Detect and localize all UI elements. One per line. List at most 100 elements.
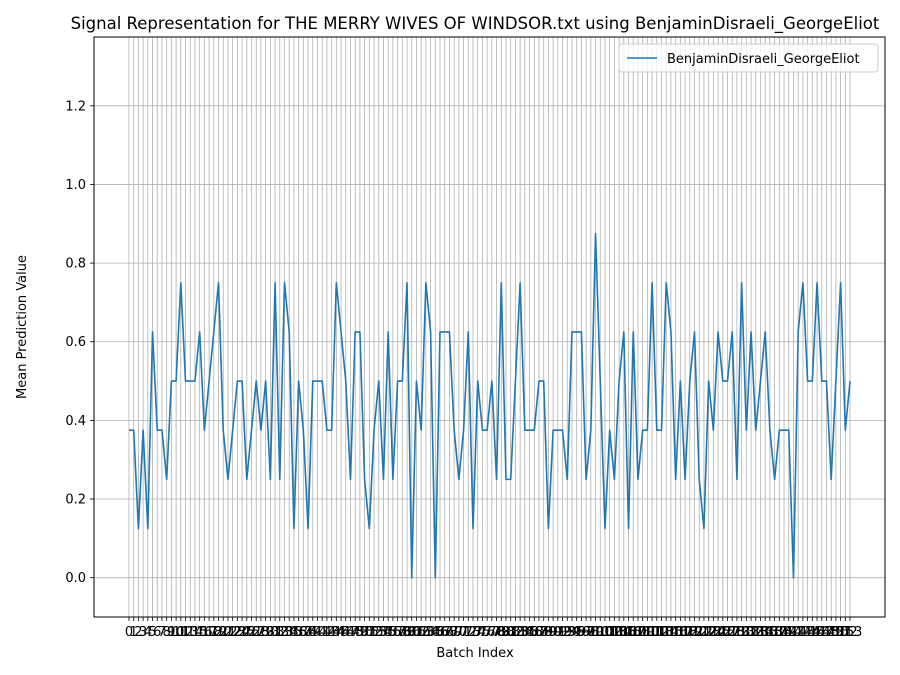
x-tick-label: 51: [361, 625, 378, 640]
legend: BenjaminDisraeli_GeorgeEliot: [618, 43, 879, 73]
y-axis-ticks: 0.0 0.2 0.4 0.6 0.8 1.0 1.2: [65, 99, 94, 586]
x-tick-label: 17: [201, 625, 218, 640]
x-tick-label: 41: [314, 625, 331, 640]
x-tick-label: 27: [248, 625, 265, 640]
x-tick-label: 121: [687, 625, 712, 640]
x-tick-label: 1: [130, 625, 138, 640]
x-tick-label: 50: [356, 625, 373, 640]
plot-frame: [93, 36, 886, 618]
x-tick-label: 68: [441, 625, 458, 640]
x-tick-label: 67: [436, 625, 453, 640]
x-tick-label: 20: [215, 625, 232, 640]
x-tick-label: 125: [706, 625, 731, 640]
x-tick-label: 117: [668, 625, 693, 640]
x-axis-label: Batch Index: [436, 646, 514, 661]
x-tick-label: 124: [701, 625, 726, 640]
legend-box: [618, 43, 879, 73]
y-axis-label: Mean Prediction Value: [15, 255, 30, 399]
x-tick-label: 56: [385, 625, 402, 640]
x-tick-label: 5: [148, 625, 156, 640]
x-tick-label: 10: [168, 625, 185, 640]
x-tick-label: 4: [144, 625, 152, 640]
x-tick-label: 110: [635, 625, 660, 640]
x-tick-label: 129: [725, 625, 750, 640]
x-tick-label: 23: [229, 625, 246, 640]
x-tick-label: 24: [234, 625, 251, 640]
x-tick-label: 113: [649, 625, 674, 640]
x-tick-label: 93: [559, 625, 576, 640]
x-tick-label: 13: [182, 625, 199, 640]
y-tick-label: 0.0: [65, 571, 86, 586]
x-tick-label: 49: [352, 625, 369, 640]
x-tick-label: 97: [578, 625, 595, 640]
x-tick-label: 74: [469, 625, 486, 640]
x-tick-label: 64: [422, 625, 439, 640]
x-tick-label: 149: [819, 625, 844, 640]
x-tick-label: 19: [210, 625, 227, 640]
x-tick-label: 81: [502, 625, 519, 640]
x-tick-label: 88: [535, 625, 552, 640]
x-tick-label: 106: [616, 625, 641, 640]
x-tick-label: 55: [380, 625, 397, 640]
x-tick-label: 65: [427, 625, 444, 640]
x-tick-label: 11: [173, 625, 190, 640]
x-tick-label: 83: [512, 625, 529, 640]
x-tick-label: 133: [743, 625, 768, 640]
x-tick-label: 52: [366, 625, 383, 640]
x-tick-label: 90: [545, 625, 562, 640]
x-tick-label: 104: [607, 625, 632, 640]
x-tick-label: 6: [153, 625, 161, 640]
x-tick-label: 48: [347, 625, 364, 640]
x-tick-label: 114: [654, 625, 679, 640]
x-tick-label: 36: [290, 625, 307, 640]
x-tick-label: 108: [626, 625, 651, 640]
x-tick-label: 87: [531, 625, 548, 640]
x-tick-label: 53: [370, 625, 387, 640]
x-tick-label: 12: [177, 625, 194, 640]
x-tick-label: 29: [257, 625, 274, 640]
x-tick-label: 141: [781, 625, 806, 640]
x-tick-label: 69: [446, 625, 463, 640]
x-tick-label: 96: [573, 625, 590, 640]
x-tick-label: 144: [795, 625, 820, 640]
x-tick-label: 43: [323, 625, 340, 640]
x-tick-label: 82: [507, 625, 524, 640]
x-tick-label: 92: [554, 625, 571, 640]
x-tick-label: 143: [790, 625, 815, 640]
x-tick-label: 38: [300, 625, 317, 640]
chart-title: Signal Representation for THE MERRY WIVE…: [71, 14, 880, 34]
x-tick-label: 112: [644, 625, 669, 640]
x-tick-label: 111: [640, 625, 665, 640]
x-tick-label: 7: [158, 625, 166, 640]
legend-label: BenjaminDisraeli_GeorgeEliot: [667, 52, 860, 67]
x-tick-label: 30: [262, 625, 279, 640]
x-tick-label: 103: [602, 625, 627, 640]
x-tick-label: 84: [517, 625, 534, 640]
x-tick-label: 47: [342, 625, 359, 640]
x-tick-label: 139: [772, 625, 797, 640]
x-tick-label: 79: [493, 625, 510, 640]
x-tick-label: 44: [328, 625, 345, 640]
x-tick-label: 98: [583, 625, 600, 640]
x-tick-label: 152: [833, 625, 858, 640]
x-tick-label: 71: [455, 625, 472, 640]
x-tick-label: 91: [550, 625, 567, 640]
x-tick-label: 151: [828, 625, 853, 640]
x-tick-label: 2: [134, 625, 142, 640]
x-tick-label: 140: [776, 625, 801, 640]
y-tick-label: 0.8: [65, 257, 86, 272]
x-tick-label: 123: [696, 625, 721, 640]
x-tick-label: 122: [692, 625, 717, 640]
x-tick-label: 89: [540, 625, 557, 640]
x-tick-label: 78: [488, 625, 505, 640]
x-tick-label: 57: [389, 625, 406, 640]
x-tick-label: 21: [220, 625, 237, 640]
x-tick-label: 63: [418, 625, 435, 640]
x-tick-label: 127: [715, 625, 740, 640]
x-tick-label: 146: [805, 625, 830, 640]
x-tick-label: 100: [588, 625, 613, 640]
x-tick-label: 131: [734, 625, 759, 640]
x-tick-label: 15: [191, 625, 208, 640]
x-tick-label: 138: [767, 625, 792, 640]
